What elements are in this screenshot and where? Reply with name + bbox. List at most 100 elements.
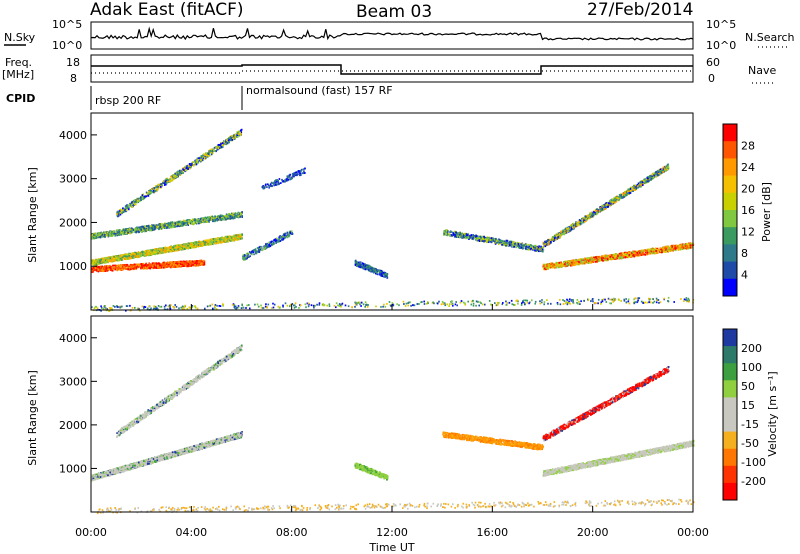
echo-cell bbox=[185, 263, 187, 265]
echo-cell bbox=[233, 235, 236, 238]
echo-cell bbox=[154, 190, 157, 192]
echo-cell bbox=[207, 243, 210, 246]
echo-cell bbox=[184, 169, 187, 172]
echo-cell bbox=[182, 261, 184, 264]
echo-cell bbox=[119, 259, 122, 261]
echo-cell bbox=[186, 260, 188, 263]
echo-cell bbox=[190, 163, 192, 165]
echo-cell bbox=[189, 260, 192, 263]
echo-cell bbox=[121, 267, 123, 269]
echo-cell bbox=[155, 252, 157, 255]
echo-cell bbox=[234, 212, 237, 215]
echo-cell bbox=[97, 267, 100, 270]
cpid-segment-2: normalsound (fast) 157 RF bbox=[246, 84, 393, 97]
echo-cell bbox=[171, 266, 174, 268]
echo-cell bbox=[180, 264, 182, 267]
echo-cell bbox=[143, 264, 145, 267]
echo-cell bbox=[359, 266, 361, 269]
echo-cell bbox=[128, 257, 130, 260]
echo-cell bbox=[286, 231, 289, 234]
echo-cell bbox=[169, 246, 171, 248]
echo-cell bbox=[239, 237, 242, 240]
echo-cell bbox=[122, 268, 124, 271]
echo-cell bbox=[120, 209, 122, 212]
echo-cell bbox=[141, 230, 143, 233]
freq-label-2: [MHz] bbox=[2, 68, 34, 81]
echo-cell bbox=[267, 183, 269, 186]
echo-cell bbox=[196, 262, 198, 264]
echo-cell bbox=[135, 251, 137, 254]
echo-cell bbox=[161, 263, 163, 266]
echo-cell bbox=[173, 263, 176, 265]
echo-cell bbox=[180, 244, 182, 247]
echo-cell bbox=[148, 253, 151, 256]
echo-cell bbox=[200, 242, 202, 245]
echo-cell bbox=[171, 224, 174, 227]
echo-cell bbox=[163, 261, 165, 264]
echo-cell bbox=[257, 251, 260, 253]
echo-cell bbox=[93, 234, 95, 236]
echo-cell bbox=[228, 239, 231, 242]
echo-cell bbox=[157, 248, 159, 251]
echo-cell bbox=[112, 257, 115, 260]
echo-cell bbox=[168, 265, 170, 267]
echo-cell bbox=[158, 267, 160, 269]
echo-cell bbox=[184, 261, 186, 263]
echo-cell bbox=[190, 261, 192, 264]
echo-cell bbox=[373, 270, 375, 272]
echo-cell bbox=[213, 219, 216, 222]
echo-cell bbox=[148, 251, 151, 254]
echo-cell bbox=[115, 255, 117, 258]
echo-cell bbox=[249, 251, 251, 253]
echo-cell bbox=[145, 195, 148, 198]
echo-cell bbox=[138, 251, 141, 254]
echo-cell bbox=[128, 266, 131, 269]
echo-cell bbox=[100, 258, 102, 261]
echo-cell bbox=[210, 153, 213, 156]
echo-cell bbox=[373, 271, 375, 274]
echo-cell bbox=[155, 251, 158, 254]
echo-cell bbox=[108, 268, 111, 271]
echo-cell bbox=[126, 204, 129, 207]
echo-cell bbox=[278, 183, 280, 185]
echo-cell bbox=[183, 246, 185, 248]
echo-cell bbox=[131, 231, 134, 233]
nsearch-tick-bottom: 10^0 bbox=[706, 39, 736, 52]
echo-cell bbox=[197, 244, 200, 246]
echo-cell bbox=[114, 255, 116, 258]
echo-cell bbox=[134, 228, 136, 231]
echo-cell bbox=[234, 237, 237, 240]
echo-cell bbox=[199, 241, 202, 244]
echo-cell bbox=[105, 257, 108, 260]
echo-cell bbox=[118, 232, 120, 235]
echo-cell bbox=[149, 264, 152, 266]
echo-cell bbox=[147, 250, 149, 252]
echo-cell bbox=[215, 147, 217, 149]
echo-cell bbox=[211, 238, 213, 241]
echo-cell bbox=[125, 209, 128, 211]
echo-cell bbox=[116, 213, 118, 215]
echo-cell bbox=[217, 239, 219, 242]
echo-cell bbox=[198, 260, 200, 263]
echo-cell bbox=[114, 234, 116, 237]
echo-cell bbox=[179, 171, 181, 174]
echo-cell bbox=[143, 195, 146, 198]
echo-cell bbox=[188, 222, 190, 225]
echo-cell bbox=[98, 233, 100, 236]
echo-cell bbox=[264, 246, 266, 249]
echo-cell bbox=[153, 267, 155, 269]
echo-cell bbox=[188, 265, 191, 267]
echo-cell bbox=[304, 167, 306, 170]
echo-cell bbox=[231, 237, 233, 240]
echo-cell bbox=[157, 252, 159, 255]
echo-cell bbox=[176, 245, 179, 247]
echo-cell bbox=[191, 244, 194, 247]
echo-cell bbox=[240, 235, 243, 238]
echo-cell bbox=[182, 245, 184, 247]
echo-cell bbox=[112, 234, 114, 236]
echo-cell bbox=[211, 217, 213, 219]
echo-cell bbox=[138, 252, 140, 255]
echo-cell bbox=[151, 249, 154, 252]
echo-cell bbox=[126, 255, 128, 258]
echo-cell bbox=[176, 221, 179, 224]
